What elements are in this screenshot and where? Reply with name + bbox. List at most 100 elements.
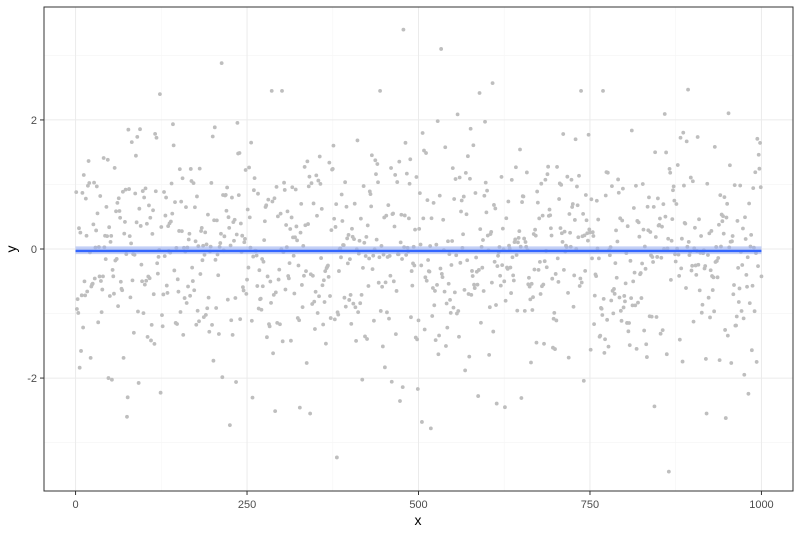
- data-point: [226, 215, 231, 220]
- data-point: [86, 159, 91, 163]
- data-point: [378, 309, 383, 313]
- data-point: [527, 284, 532, 289]
- data-point: [726, 111, 731, 116]
- data-point: [232, 238, 236, 243]
- data-point: [286, 276, 291, 281]
- data-point: [601, 88, 605, 93]
- data-point: [333, 225, 338, 229]
- data-point: [472, 286, 477, 290]
- data-point: [126, 127, 131, 132]
- data-point: [459, 209, 463, 214]
- data-point: [442, 289, 447, 294]
- data-point: [439, 47, 444, 51]
- data-point: [128, 295, 133, 300]
- data-point: [722, 195, 727, 200]
- data-point: [79, 293, 84, 298]
- data-point: [255, 284, 260, 288]
- data-point: [600, 313, 605, 317]
- data-point: [662, 112, 667, 116]
- data-point: [490, 81, 495, 86]
- data-point: [234, 380, 238, 384]
- data-point: [540, 213, 545, 218]
- data-point: [530, 308, 535, 312]
- data-point: [452, 197, 457, 201]
- data-point: [529, 360, 533, 365]
- data-point: [76, 311, 81, 315]
- data-point: [524, 170, 529, 175]
- data-point: [112, 166, 117, 170]
- data-point: [684, 286, 688, 290]
- data-point: [250, 395, 255, 400]
- data-point: [243, 236, 247, 241]
- data-point: [456, 309, 461, 313]
- data-point: [503, 298, 508, 303]
- data-point: [709, 229, 714, 233]
- data-point: [717, 222, 721, 227]
- data-point: [400, 257, 404, 261]
- data-point: [376, 280, 381, 285]
- data-point: [261, 259, 266, 264]
- data-point: [140, 279, 144, 284]
- data-point: [468, 126, 473, 131]
- data-point: [758, 185, 763, 190]
- data-point: [368, 192, 373, 196]
- data-point: [163, 213, 168, 218]
- data-point: [561, 132, 566, 136]
- data-point: [199, 229, 203, 233]
- data-point: [649, 314, 654, 319]
- data-point: [190, 265, 195, 270]
- data-point: [95, 211, 100, 216]
- data-point: [683, 221, 688, 226]
- data-point: [275, 214, 280, 219]
- data-point: [90, 281, 95, 286]
- data-point: [611, 311, 616, 316]
- data-point: [536, 267, 541, 272]
- data-point: [612, 287, 616, 291]
- data-point: [596, 217, 601, 222]
- data-point: [295, 238, 299, 243]
- data-point: [77, 365, 82, 370]
- data-point: [550, 276, 555, 281]
- data-point: [654, 315, 659, 319]
- data-point: [516, 235, 521, 240]
- data-point: [420, 131, 425, 135]
- data-point: [87, 181, 92, 185]
- data-point: [398, 399, 402, 403]
- data-point: [581, 211, 586, 216]
- data-point: [500, 226, 505, 231]
- data-point: [607, 253, 612, 258]
- x-axis: 0 250 500 750 1000: [72, 491, 774, 511]
- data-point: [425, 198, 430, 203]
- data-point: [378, 88, 382, 93]
- data-point: [420, 420, 424, 424]
- data-point: [116, 304, 120, 309]
- data-point: [468, 176, 472, 181]
- data-point: [711, 275, 716, 280]
- data-point: [270, 199, 275, 204]
- data-point: [315, 213, 319, 218]
- data-point: [322, 300, 327, 304]
- data-point: [319, 256, 323, 260]
- data-point: [414, 175, 419, 179]
- data-point: [697, 217, 701, 222]
- data-point: [462, 288, 467, 292]
- data-point: [605, 170, 610, 175]
- data-point: [393, 173, 398, 177]
- data-point: [340, 219, 345, 223]
- data-point: [302, 273, 306, 278]
- data-point: [677, 274, 682, 278]
- data-point: [500, 263, 505, 268]
- data-point: [175, 277, 180, 282]
- data-point: [304, 269, 308, 274]
- data-point: [622, 294, 627, 298]
- data-point: [650, 255, 655, 259]
- data-point: [428, 426, 433, 431]
- data-point: [745, 284, 749, 289]
- data-point: [120, 288, 125, 293]
- data-point: [365, 337, 369, 341]
- data-point: [724, 215, 729, 220]
- data-point: [596, 256, 601, 261]
- data-point: [457, 334, 461, 339]
- data-point: [111, 274, 116, 279]
- data-point: [555, 165, 559, 169]
